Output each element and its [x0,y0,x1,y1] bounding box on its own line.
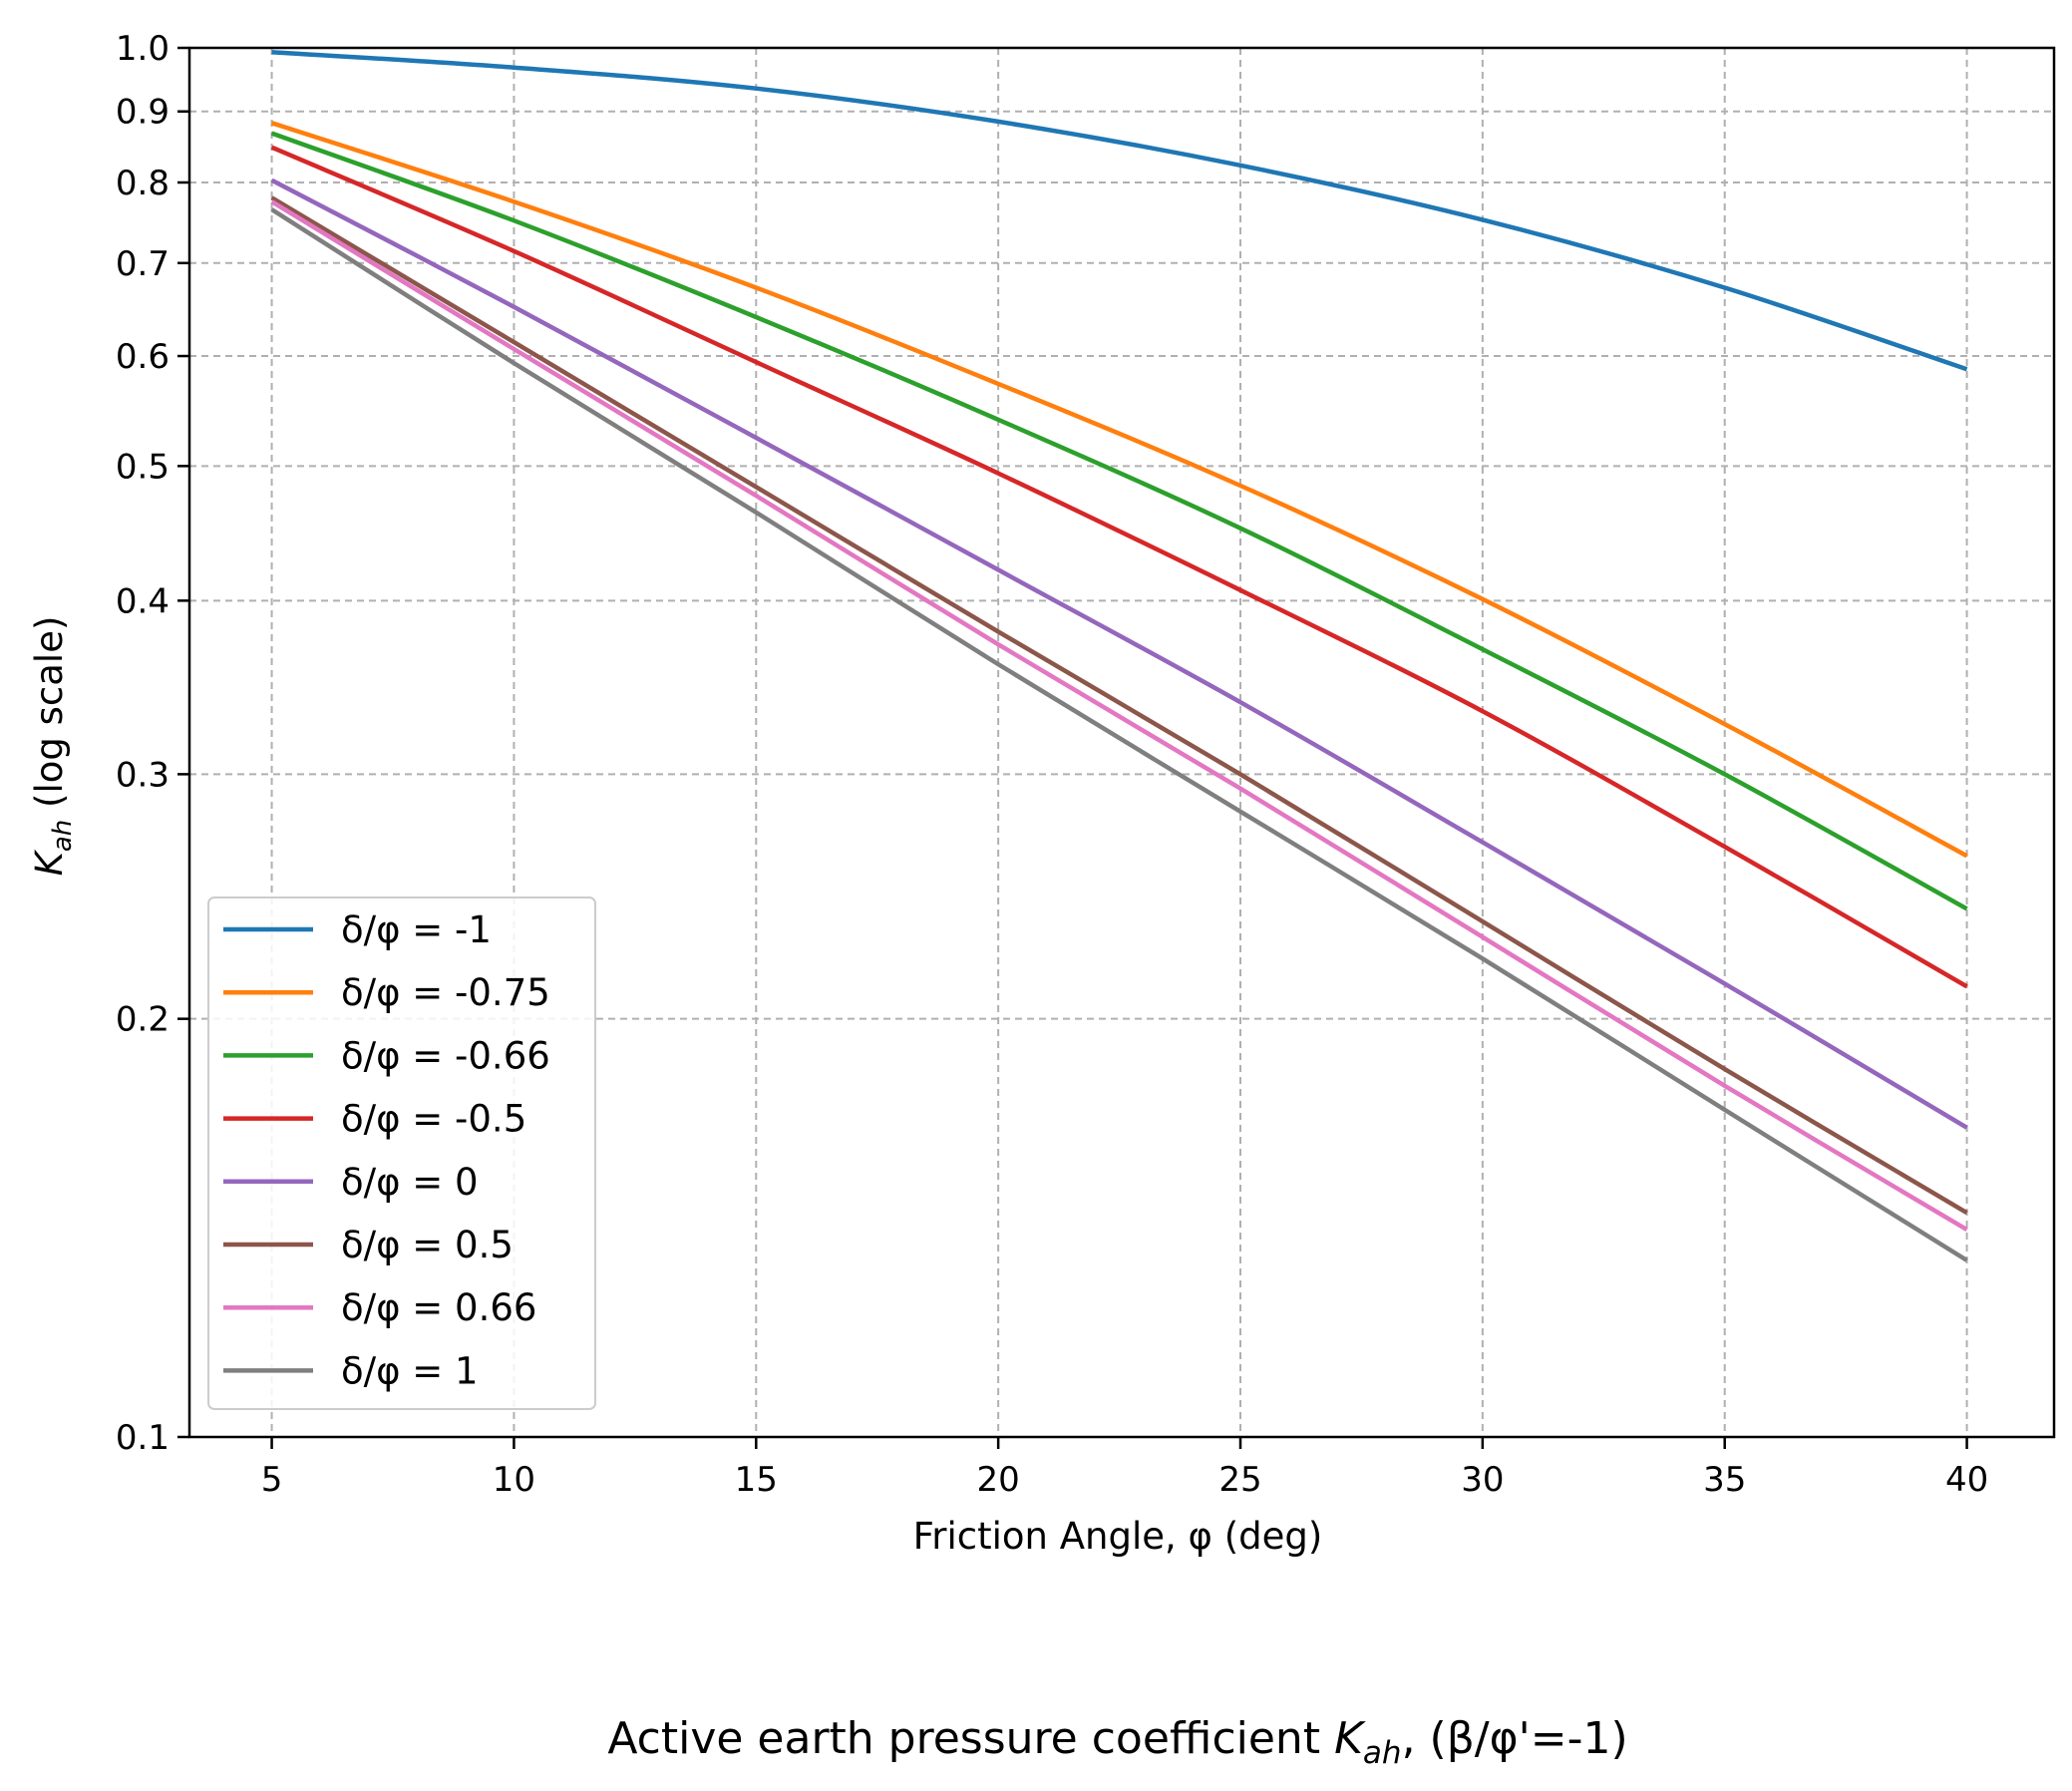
x-axis-label: Friction Angle, φ (deg) [913,1515,1323,1558]
x-tick-label: 20 [977,1460,1020,1500]
y-tick-label: 0.3 [116,755,170,795]
axis-ticks: 5 10 15 20 25 30 35 40 0.1 0.2 0.3 0.4 0.5 0.6 0.7 0.8 0… [116,29,1988,1500]
x-tick-label: 5 [261,1460,283,1500]
series-line [270,199,1968,1233]
caption-suffix: , (β/φ'=-1) [1402,1713,1628,1764]
series-line [270,121,1968,859]
series-line [271,49,1968,372]
y-tick-label: 1.0 [116,29,170,69]
legend-label: δ/φ = 1 [341,1349,479,1392]
x-tick-label: 35 [1703,1460,1746,1500]
caption-subscript: ah [1363,1735,1402,1771]
legend-label: δ/φ = 0.66 [341,1286,536,1329]
grid [189,48,2054,1437]
y-axis-label-suffix: (log scale) [28,616,71,820]
y-tick-label: 0.5 [116,447,170,487]
series-line [270,178,1968,1130]
x-tick-label: 10 [493,1460,535,1500]
y-axis-label: Kah (log scale) [28,616,78,877]
legend-label: δ/φ = -0.75 [341,971,550,1014]
y-axis-label-subscript: ah [48,820,78,852]
legend-label: δ/φ = 0 [341,1161,479,1204]
legend-label: δ/φ = -1 [341,908,492,951]
y-tick-label: 0.6 [116,337,170,377]
series-lines [270,49,1968,1262]
series-line [270,207,1968,1262]
y-tick-label: 0.4 [116,581,170,621]
x-tick-label: 25 [1218,1460,1261,1500]
legend: δ/φ = -1 δ/φ = -0.75 δ/φ = -0.66 δ/φ = -0.5… [207,896,596,1410]
y-tick-label: 0.9 [116,93,170,133]
x-tick-label: 40 [1945,1460,1988,1500]
legend-label: δ/φ = -0.66 [341,1034,550,1077]
caption-prefix: Active earth pressure coefficient [607,1713,1334,1764]
y-axis-label-symbol: K [28,849,71,876]
series-line [270,145,1968,989]
y-tick-label: 0.1 [116,1418,170,1458]
legend-label: δ/φ = 0.5 [341,1224,514,1266]
y-tick-label: 0.8 [116,164,170,203]
series-line [270,195,1968,1216]
series-line [270,131,1968,911]
plot-frame [187,46,2056,1439]
y-tick-label: 0.2 [116,1000,170,1040]
x-tick-label: 15 [735,1460,778,1500]
x-tick-label: 30 [1461,1460,1504,1500]
caption-symbol: K [1334,1713,1366,1764]
legend-label: δ/φ = -0.5 [341,1098,526,1141]
legend-box [207,896,596,1410]
y-tick-label: 0.7 [116,244,170,284]
chart-caption: Active earth pressure coefficient Kah, (… [607,1713,1627,1771]
